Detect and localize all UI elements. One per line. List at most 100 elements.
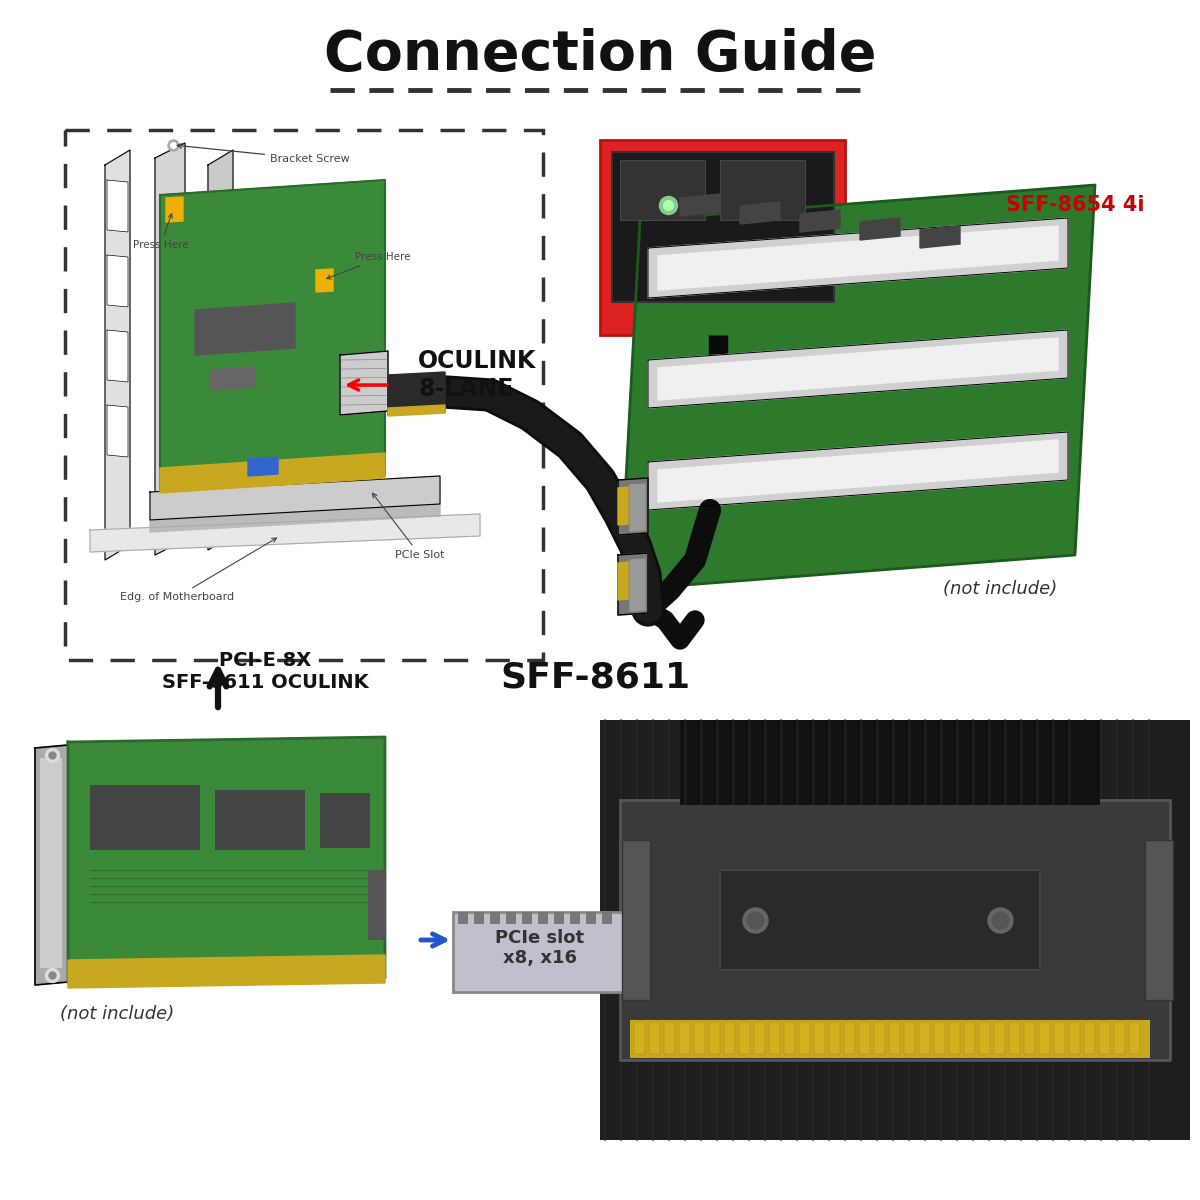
- Bar: [649, 1022, 660, 1054]
- Bar: [1145, 840, 1174, 1000]
- Polygon shape: [107, 254, 128, 307]
- Polygon shape: [210, 367, 256, 390]
- Polygon shape: [150, 504, 440, 532]
- Bar: [600, 720, 1190, 1140]
- Bar: [994, 1022, 1006, 1054]
- Polygon shape: [388, 404, 445, 416]
- Bar: [680, 720, 1100, 805]
- Bar: [754, 1022, 766, 1054]
- Text: Press Here: Press Here: [326, 252, 410, 280]
- Text: Connection Guide: Connection Guide: [324, 28, 876, 82]
- Bar: [664, 1022, 674, 1054]
- Polygon shape: [648, 330, 1068, 408]
- Polygon shape: [630, 559, 646, 611]
- Bar: [40, 758, 62, 968]
- Bar: [1009, 1022, 1020, 1054]
- Polygon shape: [860, 218, 900, 240]
- Bar: [694, 1022, 706, 1054]
- Polygon shape: [107, 180, 128, 232]
- Polygon shape: [166, 197, 182, 222]
- Bar: [506, 912, 516, 924]
- Polygon shape: [155, 143, 185, 554]
- Bar: [784, 1022, 796, 1054]
- Bar: [1129, 1022, 1140, 1054]
- Bar: [874, 1022, 886, 1054]
- Bar: [454, 912, 638, 992]
- Polygon shape: [648, 432, 1068, 510]
- Bar: [1114, 1022, 1126, 1054]
- Bar: [602, 912, 612, 924]
- Polygon shape: [630, 484, 646, 530]
- Polygon shape: [618, 478, 648, 535]
- Bar: [679, 1022, 690, 1054]
- Polygon shape: [618, 562, 628, 600]
- Bar: [630, 1020, 1150, 1058]
- Bar: [1069, 1022, 1080, 1054]
- Bar: [600, 140, 845, 335]
- Polygon shape: [680, 194, 720, 216]
- Text: (not include): (not include): [60, 1006, 174, 1022]
- Bar: [934, 1022, 946, 1054]
- Bar: [320, 793, 370, 848]
- Polygon shape: [208, 150, 233, 550]
- Bar: [769, 1022, 780, 1054]
- Bar: [634, 1022, 646, 1054]
- Bar: [724, 1022, 734, 1054]
- Bar: [368, 870, 386, 940]
- Polygon shape: [388, 372, 445, 415]
- Bar: [844, 1022, 854, 1054]
- Bar: [215, 790, 305, 850]
- Polygon shape: [160, 180, 385, 490]
- Polygon shape: [248, 457, 278, 476]
- Bar: [1084, 1022, 1096, 1054]
- Bar: [612, 152, 834, 302]
- Bar: [622, 840, 650, 1000]
- Polygon shape: [740, 202, 780, 224]
- Bar: [814, 1022, 826, 1054]
- Bar: [1099, 1022, 1110, 1054]
- Bar: [65, 130, 542, 660]
- Bar: [720, 160, 805, 220]
- Bar: [859, 1022, 870, 1054]
- Polygon shape: [107, 330, 128, 382]
- Bar: [458, 912, 468, 924]
- Polygon shape: [68, 955, 385, 988]
- Text: SFF-8611: SFF-8611: [500, 660, 690, 694]
- Bar: [522, 912, 532, 924]
- Polygon shape: [658, 338, 1058, 400]
- Bar: [904, 1022, 916, 1054]
- Bar: [474, 912, 484, 924]
- Polygon shape: [620, 185, 1096, 590]
- Polygon shape: [150, 476, 440, 520]
- Polygon shape: [160, 452, 385, 493]
- Text: Edg. of Motherboard: Edg. of Motherboard: [120, 538, 276, 602]
- Polygon shape: [648, 218, 1068, 298]
- Bar: [964, 1022, 974, 1054]
- Bar: [1054, 1022, 1066, 1054]
- Text: PCIe slot
x8, x16: PCIe slot x8, x16: [496, 929, 584, 967]
- Bar: [949, 1022, 960, 1054]
- Bar: [709, 1022, 720, 1054]
- Bar: [490, 912, 500, 924]
- Polygon shape: [620, 800, 1170, 1060]
- Polygon shape: [658, 440, 1058, 502]
- Bar: [720, 870, 1040, 970]
- Text: OCULINK
8-LANE: OCULINK 8-LANE: [418, 349, 536, 401]
- Polygon shape: [920, 226, 960, 248]
- Bar: [739, 1022, 750, 1054]
- Bar: [586, 912, 596, 924]
- Polygon shape: [658, 226, 1058, 290]
- Polygon shape: [68, 737, 385, 983]
- Bar: [979, 1022, 990, 1054]
- Bar: [90, 785, 200, 850]
- Polygon shape: [618, 553, 648, 614]
- Bar: [554, 912, 564, 924]
- Text: Press Here: Press Here: [133, 214, 188, 250]
- Bar: [889, 1022, 900, 1054]
- Bar: [620, 160, 706, 220]
- Bar: [1024, 1022, 1034, 1054]
- Bar: [919, 1022, 930, 1054]
- Polygon shape: [800, 210, 840, 232]
- Polygon shape: [340, 350, 388, 415]
- Bar: [538, 912, 548, 924]
